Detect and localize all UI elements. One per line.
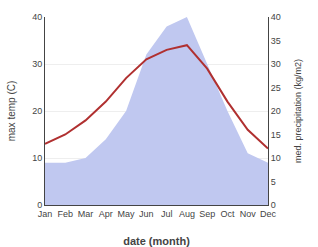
svg-text:Jan: Jan: [38, 209, 53, 219]
svg-text:5: 5: [271, 177, 276, 187]
svg-text:20: 20: [32, 106, 42, 116]
svg-text:15: 15: [271, 130, 281, 140]
svg-text:Apr: Apr: [99, 209, 113, 219]
svg-text:40: 40: [271, 12, 281, 22]
svg-text:med. precipitation (kg/m2): med. precipitation (kg/m2): [293, 59, 303, 163]
svg-text:35: 35: [271, 36, 281, 46]
svg-text:30: 30: [32, 59, 42, 69]
svg-text:25: 25: [271, 83, 281, 93]
svg-text:30: 30: [271, 59, 281, 69]
svg-text:max temp (C): max temp (C): [6, 81, 17, 142]
svg-text:Aug: Aug: [179, 209, 195, 219]
svg-text:May: May: [118, 209, 136, 219]
svg-text:0: 0: [37, 200, 42, 210]
svg-text:Jul: Jul: [161, 209, 173, 219]
svg-text:10: 10: [32, 153, 42, 163]
svg-text:Dec: Dec: [260, 209, 277, 219]
svg-text:date (month): date (month): [123, 235, 190, 247]
svg-text:20: 20: [271, 106, 281, 116]
svg-text:Nov: Nov: [240, 209, 257, 219]
svg-text:0: 0: [271, 200, 276, 210]
svg-text:10: 10: [271, 153, 281, 163]
svg-text:Oct: Oct: [220, 209, 235, 219]
svg-text:Sep: Sep: [199, 209, 215, 219]
svg-text:Mar: Mar: [78, 209, 94, 219]
svg-text:Feb: Feb: [58, 209, 74, 219]
svg-text:Jun: Jun: [139, 209, 154, 219]
svg-text:40: 40: [32, 12, 42, 22]
